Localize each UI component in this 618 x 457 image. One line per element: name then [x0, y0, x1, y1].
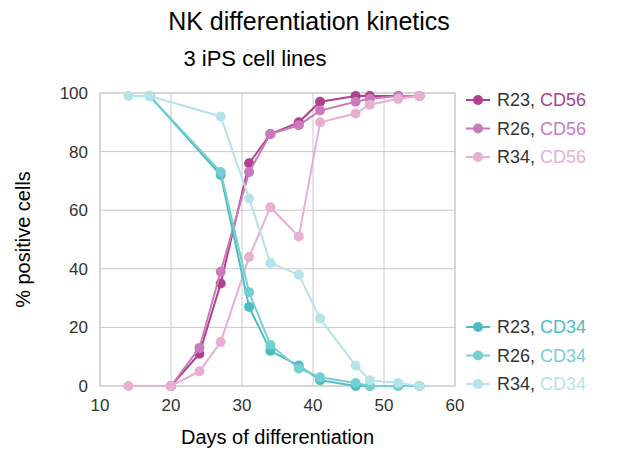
y-tick-label: 20: [69, 318, 88, 337]
series: [145, 91, 425, 391]
series-point: [351, 378, 361, 388]
series: [166, 91, 425, 391]
series-point: [244, 252, 254, 262]
series-point: [415, 381, 425, 391]
series-line: [150, 96, 420, 386]
series-point: [244, 167, 254, 177]
series-point: [123, 381, 133, 391]
series-point: [315, 97, 325, 107]
legend-label: R26, CD56: [497, 119, 586, 139]
series-point: [216, 267, 226, 277]
series-point: [393, 378, 403, 388]
legend: R23, CD56 R26, CD56 R34, CD56 R23, CD34 R26,…: [466, 90, 586, 394]
series-point: [194, 343, 204, 353]
x-tick-label: 20: [162, 396, 181, 415]
series: [166, 91, 425, 391]
series-point: [216, 111, 226, 121]
series-line: [128, 96, 419, 386]
plot-frame: [100, 93, 455, 386]
legend-marker: [473, 124, 483, 134]
series-point: [265, 258, 275, 268]
series-point: [415, 91, 425, 101]
series-point: [351, 109, 361, 119]
series: [145, 91, 425, 391]
series-line: [128, 96, 419, 386]
y-tick-label: 60: [69, 201, 88, 220]
y-tick-label: 0: [79, 377, 88, 396]
y-tick-label: 40: [69, 260, 88, 279]
grid-line: [100, 327, 455, 328]
grid-line: [100, 151, 455, 152]
series-point: [365, 100, 375, 110]
title: NK differentiation kinetics: [168, 7, 450, 35]
series-point: [145, 91, 155, 101]
y-tick-label: 100: [60, 84, 88, 103]
series-point: [265, 340, 275, 350]
series-point: [294, 363, 304, 373]
legend-label: R34, CD56: [497, 147, 586, 167]
series-point: [166, 381, 176, 391]
grid: [100, 93, 455, 386]
series-point: [244, 193, 254, 203]
x-tick-label: 10: [91, 396, 110, 415]
series-point: [145, 91, 155, 101]
x-tick-label: 40: [304, 396, 323, 415]
series: [123, 91, 424, 391]
legend-label: R26, CD34: [497, 346, 586, 366]
legend-marker: [473, 379, 483, 389]
legend-marker: [473, 152, 483, 162]
plot-area: [123, 91, 424, 391]
series-point: [294, 232, 304, 242]
series-point: [294, 120, 304, 130]
grid-line: [242, 93, 243, 386]
legend-label: R34, CD34: [497, 374, 586, 394]
grid-line: [313, 93, 314, 386]
y-tick-label: 80: [69, 143, 88, 162]
series-point: [265, 129, 275, 139]
series-point: [194, 366, 204, 376]
legend-label: R23, CD56: [497, 90, 586, 110]
legend-marker: [473, 351, 483, 361]
series-point: [166, 381, 176, 391]
series-point: [415, 381, 425, 391]
grid-line: [100, 210, 455, 211]
series-point: [351, 97, 361, 107]
chart: NK differentiation kinetics 3 iPS cell li…: [0, 0, 618, 457]
series-point: [166, 381, 176, 391]
series-point: [315, 372, 325, 382]
series-line: [150, 96, 420, 386]
series: [123, 91, 424, 391]
series-point: [145, 91, 155, 101]
series-point: [315, 117, 325, 127]
series-point: [244, 287, 254, 297]
x-tick-label: 30: [233, 396, 252, 415]
series-point: [315, 106, 325, 116]
series-line: [171, 96, 420, 386]
series-point: [216, 167, 226, 177]
series-point: [216, 337, 226, 347]
series-point: [415, 91, 425, 101]
legend-marker: [473, 322, 483, 332]
legend-marker: [473, 95, 483, 105]
series-point: [294, 270, 304, 280]
grid-line: [171, 93, 172, 386]
series-point: [265, 129, 275, 139]
x-axis-label: Days of differentiation: [181, 426, 374, 448]
grid-line: [384, 93, 385, 386]
legend-label: R23, CD34: [497, 317, 586, 337]
subtitle: 3 iPS cell lines: [183, 46, 326, 71]
series-point: [351, 360, 361, 370]
series-point: [393, 94, 403, 104]
y-axis-label: % positive cells: [12, 171, 34, 308]
series-point: [365, 375, 375, 385]
x-tick-label: 50: [375, 396, 394, 415]
grid-line: [100, 268, 455, 269]
series-point: [315, 314, 325, 324]
series-point: [415, 381, 425, 391]
x-tick-label: 60: [446, 396, 465, 415]
series-point: [415, 91, 425, 101]
series-point: [123, 91, 133, 101]
series-point: [265, 202, 275, 212]
series-line: [171, 96, 420, 386]
